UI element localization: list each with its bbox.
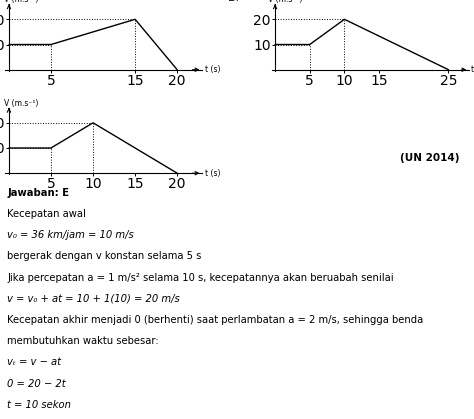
Text: Jawaban: E: Jawaban: E [7, 188, 69, 198]
Text: t (s): t (s) [471, 65, 474, 74]
Text: t (s): t (s) [205, 169, 220, 178]
Text: (UN 2014): (UN 2014) [400, 153, 459, 163]
Text: V (m.s⁻¹): V (m.s⁻¹) [4, 0, 39, 4]
Text: V (m.s⁻¹): V (m.s⁻¹) [268, 0, 303, 4]
Text: t = 10 sekon: t = 10 sekon [7, 400, 71, 410]
Text: V (m.s⁻¹): V (m.s⁻¹) [4, 99, 39, 108]
Text: t (s): t (s) [205, 65, 220, 74]
Text: 0 = 20 − 2t: 0 = 20 − 2t [7, 379, 66, 389]
Text: vₜ = v − at: vₜ = v − at [7, 357, 61, 367]
Text: v = v₀ + at = 10 + 1(10) = 20 m/s: v = v₀ + at = 10 + 1(10) = 20 m/s [7, 294, 180, 304]
Text: D.: D. [228, 0, 240, 3]
Text: Kecepatan akhir menjadi 0 (berhenti) saat perlambatan a = 2 m/s, sehingga benda: Kecepatan akhir menjadi 0 (berhenti) saa… [7, 315, 423, 325]
Text: Jika percepatan a = 1 m/s² selama 10 s, kecepatannya akan beruabah senilai: Jika percepatan a = 1 m/s² selama 10 s, … [7, 273, 394, 283]
Text: v₀ = 36 km/jam = 10 m/s: v₀ = 36 km/jam = 10 m/s [7, 230, 134, 241]
Text: membutuhkan waktu sebesar:: membutuhkan waktu sebesar: [7, 336, 159, 346]
Text: Kecepatan awal: Kecepatan awal [7, 209, 86, 219]
Text: bergerak dengan v konstan selama 5 s: bergerak dengan v konstan selama 5 s [7, 251, 201, 261]
